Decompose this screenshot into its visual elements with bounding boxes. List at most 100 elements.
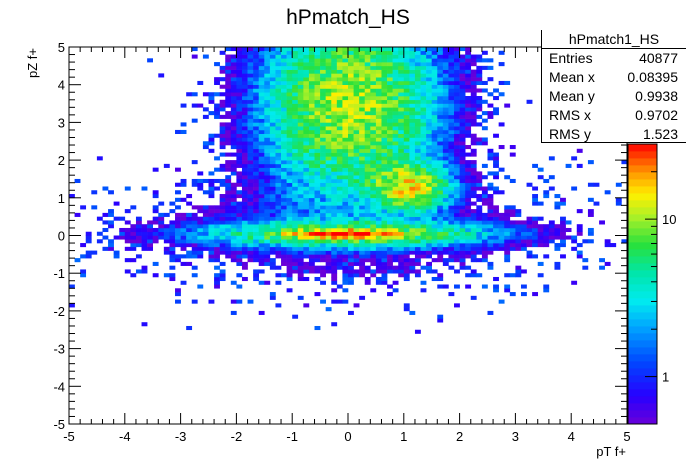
heatmap-cell <box>498 224 505 229</box>
heatmap-cell <box>241 152 248 157</box>
heatmap-cell <box>241 243 248 248</box>
heatmap-cell <box>342 107 349 112</box>
colorbar-segment <box>628 249 657 257</box>
heatmap-cell <box>281 126 287 131</box>
heatmap-cell <box>437 54 444 59</box>
heatmap-cell <box>241 92 248 97</box>
heatmap-cell <box>258 107 265 112</box>
heatmap-cell <box>414 175 421 180</box>
heatmap-cell <box>219 77 226 82</box>
heatmap-cell <box>236 47 243 52</box>
heatmap-cell <box>91 190 98 195</box>
heatmap-cell <box>281 186 287 191</box>
heatmap-cell <box>169 243 176 248</box>
heatmap-cell <box>426 182 432 187</box>
heatmap-cell <box>281 148 287 153</box>
heatmap-cell <box>392 171 399 176</box>
heatmap-cell <box>264 212 271 217</box>
colorbar-segment <box>628 284 657 292</box>
heatmap-cell <box>442 92 449 97</box>
heatmap-cell <box>208 224 215 229</box>
heatmap-cell <box>308 99 315 104</box>
heatmap-cell <box>465 167 472 172</box>
heatmap-cell <box>175 239 181 244</box>
heatmap-cell <box>403 84 410 89</box>
heatmap-cell <box>476 209 483 214</box>
heatmap-cell <box>320 111 326 116</box>
heatmap-cell <box>320 160 326 165</box>
heatmap-cell <box>454 126 460 131</box>
heatmap-cell <box>414 141 421 146</box>
heatmap-cell <box>230 239 237 244</box>
heatmap-cell <box>269 126 276 131</box>
heatmap-cell <box>498 145 505 150</box>
heatmap-cell <box>420 126 427 131</box>
heatmap-cell <box>348 118 354 123</box>
heatmap-cell <box>275 197 282 202</box>
heatmap-cell <box>437 167 444 172</box>
heatmap-cell <box>543 288 550 293</box>
heatmap-cell <box>431 107 438 112</box>
heatmap-cell <box>454 54 460 59</box>
heatmap-cell <box>381 77 388 82</box>
heatmap-cell <box>214 80 220 85</box>
heatmap-cell <box>264 220 271 225</box>
heatmap-cell <box>498 243 505 248</box>
heatmap-cell <box>375 167 382 172</box>
colorbar-segment <box>628 263 657 271</box>
heatmap-cell <box>392 126 399 131</box>
heatmap-cell <box>387 175 393 180</box>
heatmap-cell <box>459 84 466 89</box>
heatmap-cell <box>130 227 137 233</box>
heatmap-cell <box>152 167 159 172</box>
heatmap-cell <box>264 84 271 89</box>
heatmap-cell <box>219 84 226 89</box>
heatmap-cell <box>208 205 215 210</box>
heatmap-cell <box>426 58 432 63</box>
heatmap-cell <box>470 92 477 97</box>
heatmap-cell <box>292 65 299 70</box>
heatmap-cell <box>398 88 405 93</box>
heatmap-cell <box>398 182 405 187</box>
heatmap-cell <box>359 212 366 217</box>
heatmap-cell <box>325 111 332 116</box>
heatmap-cell <box>459 107 466 112</box>
heatmap-cell <box>308 197 315 202</box>
heatmap-cell <box>409 197 416 202</box>
heatmap-cell <box>387 107 393 112</box>
heatmap-cell <box>571 239 578 244</box>
heatmap-cell <box>448 205 455 210</box>
y-tick-label: 1 <box>58 191 65 206</box>
heatmap-cell <box>219 145 226 150</box>
heatmap-cell <box>403 178 410 184</box>
heatmap-cell <box>91 205 98 210</box>
heatmap-cell <box>336 133 343 138</box>
heatmap-cell <box>152 239 159 244</box>
heatmap-cell <box>520 231 527 236</box>
heatmap-cell <box>269 224 276 229</box>
heatmap-cell <box>236 239 243 244</box>
heatmap-cell <box>442 118 449 123</box>
heatmap-cell <box>258 197 265 202</box>
heatmap-cell <box>336 235 343 240</box>
heatmap-cell <box>442 126 449 131</box>
heatmap-cell <box>214 284 220 289</box>
heatmap-cell <box>286 186 293 191</box>
heatmap-cell <box>325 118 332 123</box>
heatmap-cell <box>152 209 159 214</box>
heatmap-cell <box>331 126 338 131</box>
heatmap-cell <box>359 96 366 101</box>
heatmap-cell <box>219 92 226 97</box>
heatmap-cell <box>253 99 260 104</box>
heatmap-cell <box>426 261 432 266</box>
heatmap-cell <box>370 96 377 101</box>
heatmap-cell <box>297 163 304 168</box>
heatmap-cell <box>85 239 92 244</box>
heatmap-cell <box>258 99 265 104</box>
heatmap-cell <box>286 80 293 85</box>
heatmap-cell <box>348 254 354 259</box>
colorbar-segment <box>628 207 657 215</box>
heatmap-cell <box>448 220 455 225</box>
heatmap-cell <box>236 235 243 240</box>
heatmap-cell <box>548 227 555 233</box>
